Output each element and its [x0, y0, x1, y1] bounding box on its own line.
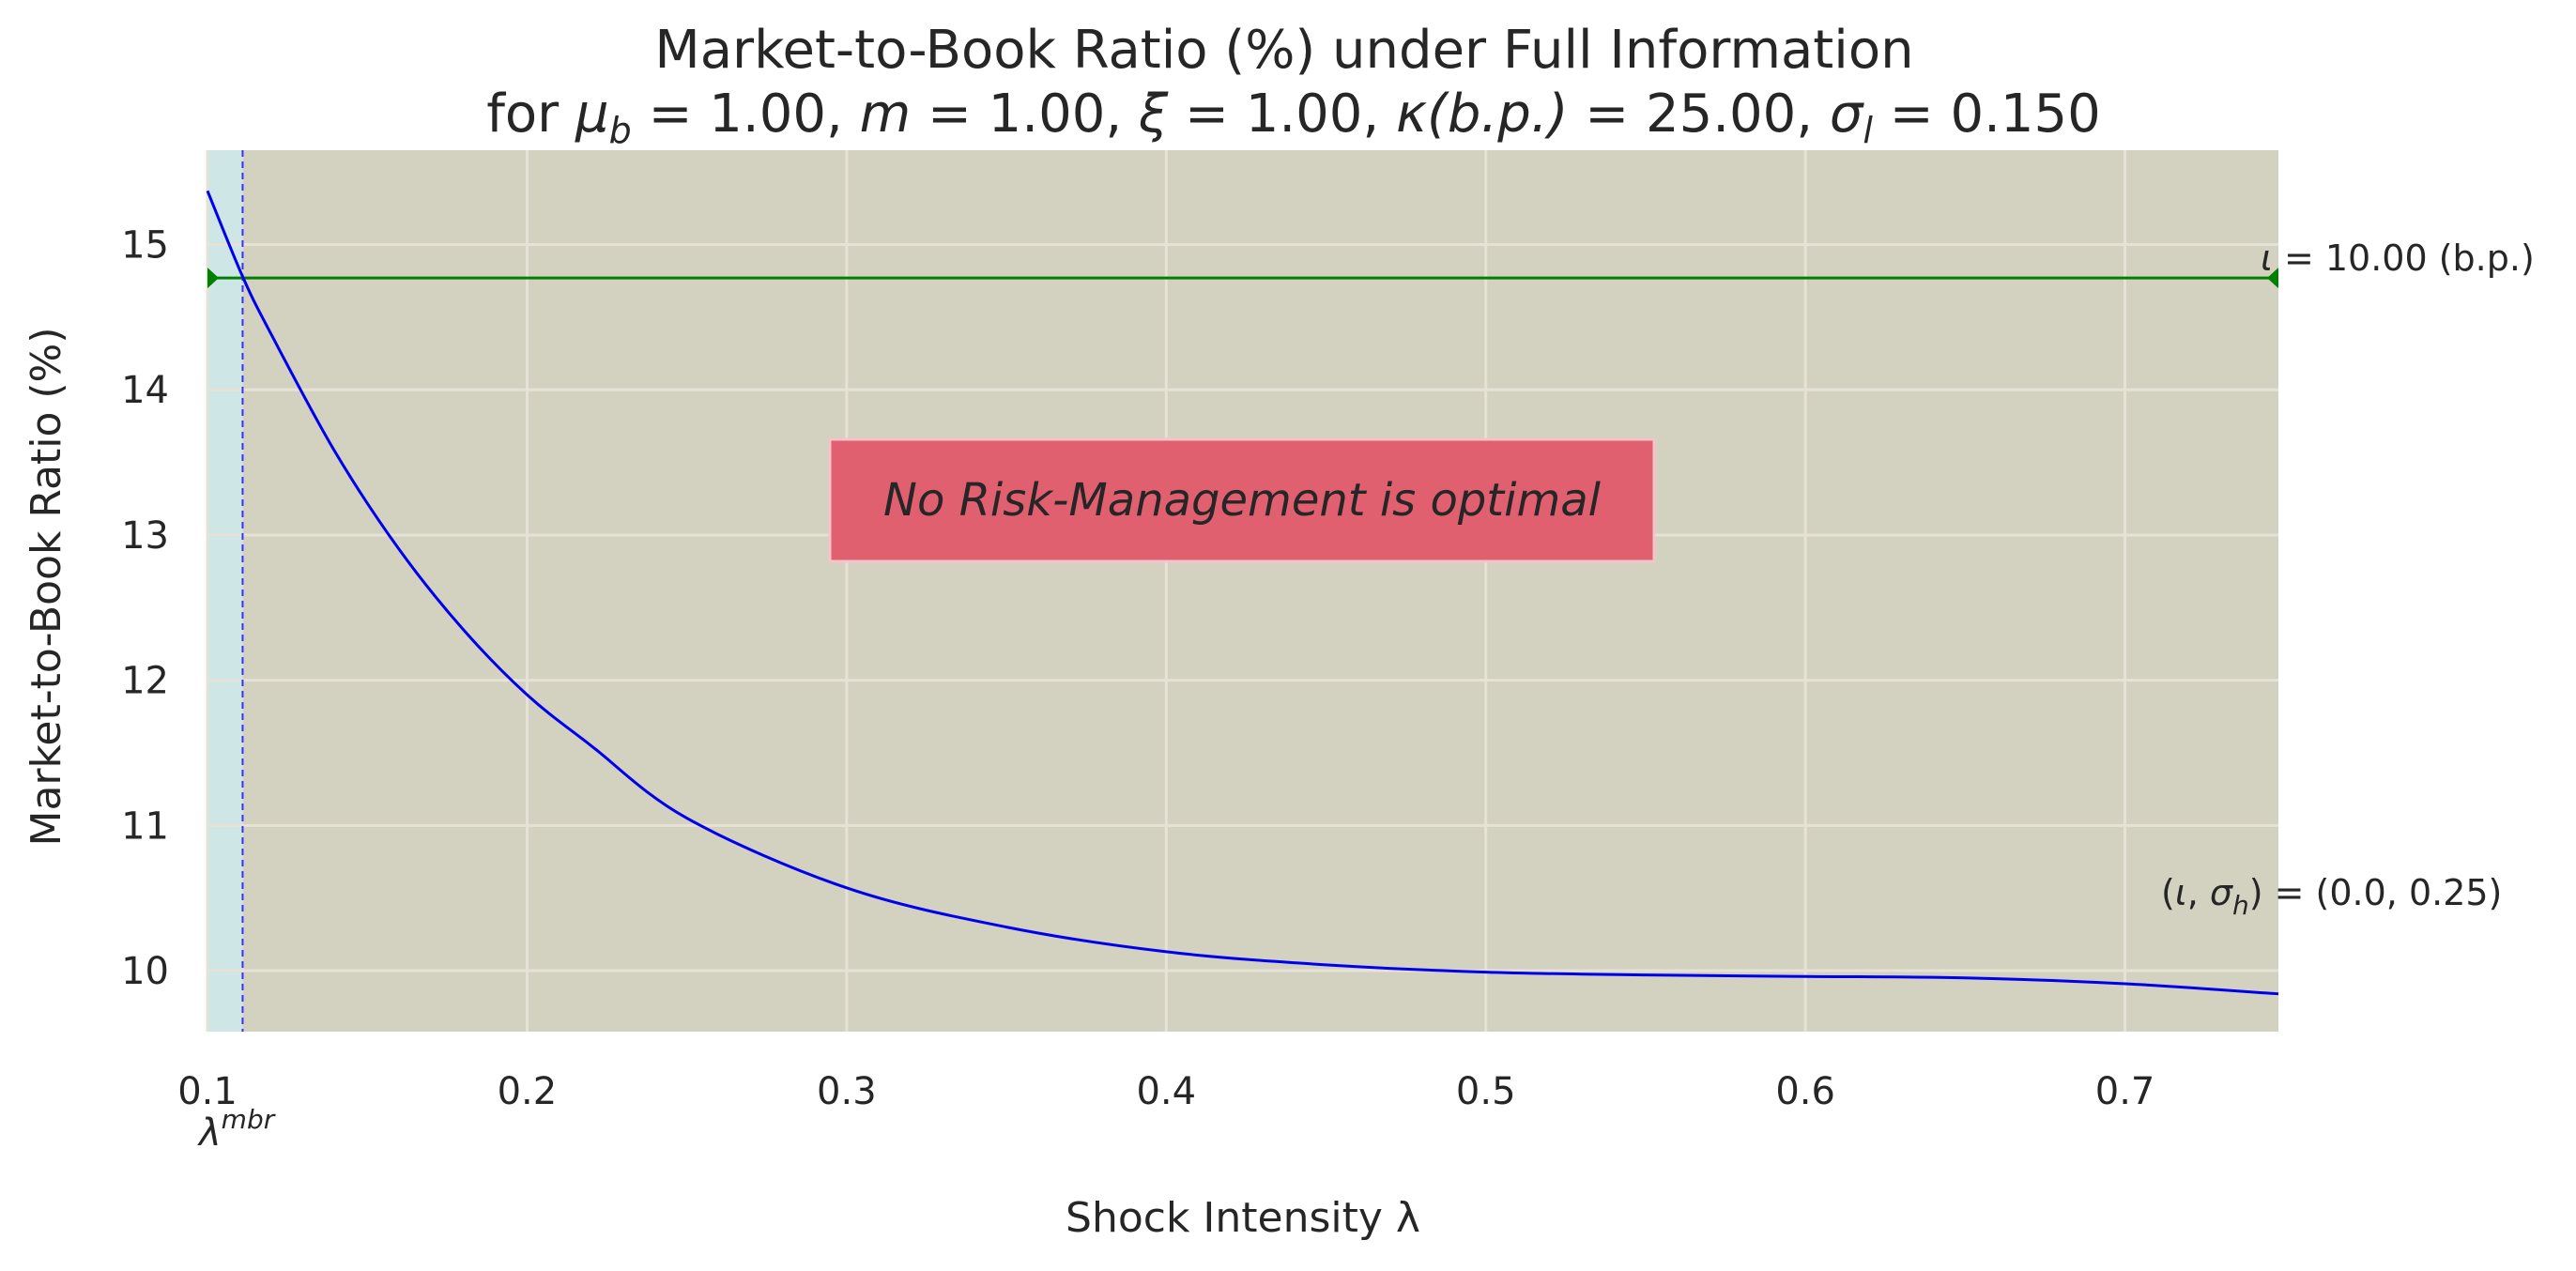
series-line-0 — [206, 190, 2279, 996]
iota-annotation: ι = 10.00 (b.p.) — [2261, 237, 2535, 279]
x-tick-label: 0.7 — [2095, 1070, 2155, 1113]
y-tick-label: 11 — [121, 804, 169, 848]
hline-marker-left — [207, 268, 219, 289]
y-tick-label: 12 — [121, 660, 169, 703]
y-tick-label: 13 — [121, 514, 169, 558]
x-tick-label: 0.5 — [1456, 1070, 1516, 1113]
annotation-box — [828, 437, 1656, 563]
shaded-regions — [207, 150, 2279, 1032]
y-tick-label: 14 — [121, 369, 169, 412]
annotation-box-text: No Risk-Management is optimal — [883, 474, 1602, 527]
chart-title-line1: Market-to-Book Ratio (%) under Full Info… — [654, 20, 1913, 81]
y-tick-label: 15 — [121, 224, 169, 268]
y-axis-label: Market-to-Book Ratio (%) — [23, 327, 70, 846]
hline-marker-right — [2267, 268, 2278, 289]
x-tick-label: 0.4 — [1136, 1070, 1196, 1113]
x-tick-label: 0.3 — [817, 1070, 877, 1113]
y-tick-label: 10 — [121, 950, 169, 993]
shaded-region-1 — [242, 150, 2279, 1032]
plot-lines — [206, 150, 2279, 1032]
iota-sigma-annotation: (ι, σh) = (0.0, 0.25) — [2161, 872, 2502, 921]
chart-title-line2: for μb = 1.00, m = 1.00, ξ = 1.00, κ(b.p… — [486, 84, 2101, 151]
shaded-region-0 — [207, 150, 243, 1032]
x-tick-label: 0.1 — [177, 1070, 238, 1113]
lambda-mbr-label: λmbr — [197, 1104, 276, 1155]
tick-labels: 0.1 0.2 0.3 0.4 0.5 0.6 0.7 10 11 12 13 14 15 — [121, 224, 2154, 1113]
x-axis-label: Shock Intensity λ — [1066, 1194, 1420, 1242]
x-tick-label: 0.2 — [498, 1070, 558, 1113]
x-tick-label: 0.6 — [1775, 1070, 1835, 1113]
